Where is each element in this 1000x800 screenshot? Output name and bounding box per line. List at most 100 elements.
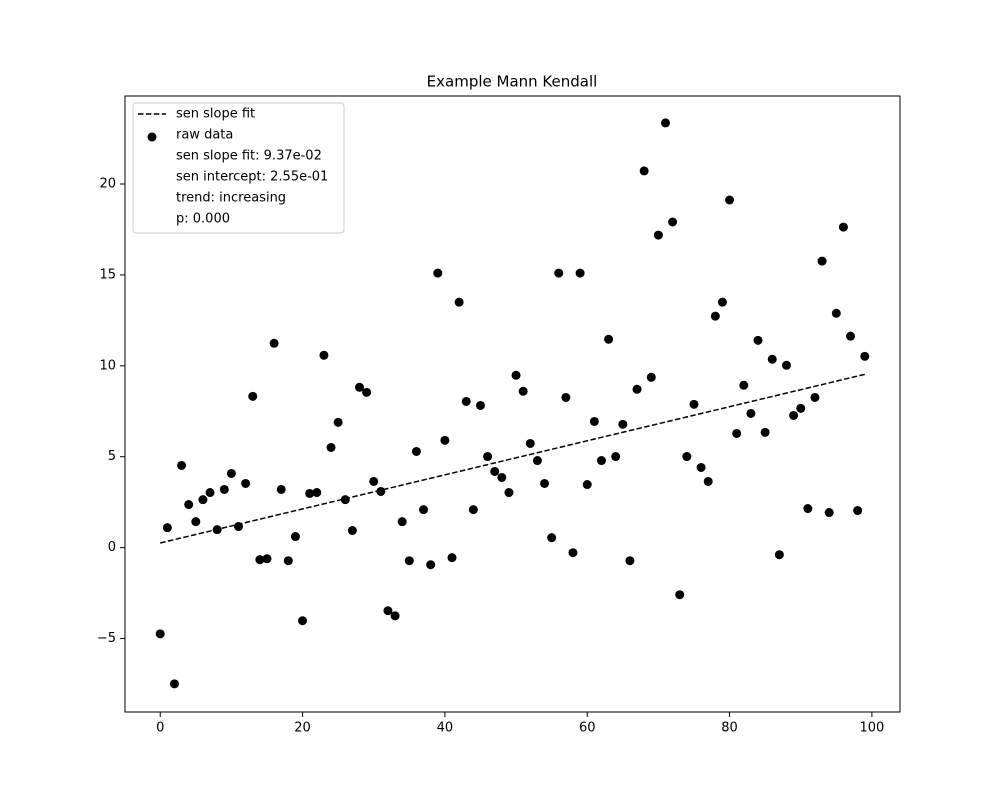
data-point	[767, 354, 777, 364]
data-point	[290, 532, 300, 542]
x-tick-label: 20	[294, 721, 311, 736]
x-tick-label: 80	[721, 721, 738, 736]
data-point	[475, 400, 485, 410]
data-point	[596, 456, 606, 466]
data-point	[248, 391, 258, 401]
x-tick-label: 60	[579, 721, 596, 736]
data-point	[575, 268, 585, 278]
data-point	[639, 166, 649, 176]
data-point	[383, 606, 393, 616]
data-point	[184, 500, 194, 510]
data-point	[838, 222, 848, 232]
data-point	[305, 488, 315, 498]
data-point	[632, 384, 642, 394]
data-point	[177, 460, 187, 470]
data-point	[226, 468, 236, 478]
data-point	[540, 478, 550, 488]
data-point	[468, 505, 478, 515]
data-point	[753, 335, 763, 345]
data-point	[789, 410, 799, 420]
data-point	[155, 629, 165, 639]
data-point	[611, 452, 621, 462]
data-point	[312, 488, 322, 498]
legend-note: trend: increasing	[176, 191, 286, 206]
data-point	[276, 484, 286, 494]
data-point	[561, 392, 571, 402]
data-point	[433, 268, 443, 278]
legend-note: sen intercept: 2.55e-01	[176, 170, 328, 185]
data-point	[618, 419, 628, 429]
data-point	[490, 466, 500, 476]
data-point	[589, 416, 599, 426]
data-point	[319, 350, 329, 360]
data-point	[191, 517, 201, 527]
data-point	[717, 297, 727, 307]
data-point	[661, 118, 671, 128]
data-point	[846, 331, 856, 341]
data-point	[497, 472, 507, 482]
data-point	[675, 590, 685, 600]
data-point	[219, 484, 229, 494]
y-tick-label: 10	[99, 358, 116, 373]
data-point	[689, 399, 699, 409]
legend-note: p: 0.000	[176, 212, 230, 227]
x-tick-label: 0	[156, 721, 164, 736]
data-point	[532, 456, 542, 466]
data-point	[454, 297, 464, 307]
data-point	[831, 308, 841, 318]
data-point	[262, 554, 272, 564]
data-point	[732, 428, 742, 438]
data-point	[682, 452, 692, 462]
data-point	[604, 334, 614, 344]
data-point	[696, 462, 706, 472]
data-point	[547, 533, 557, 543]
data-point	[241, 478, 251, 488]
data-point	[518, 386, 528, 396]
data-point	[347, 526, 357, 536]
data-point	[169, 679, 179, 689]
data-point	[326, 442, 336, 452]
y-tick-label: 5	[108, 449, 116, 464]
data-point	[212, 525, 222, 535]
data-point	[369, 476, 379, 486]
data-point	[376, 486, 386, 496]
data-point	[646, 372, 656, 382]
data-point	[781, 360, 791, 370]
y-tick-label: 15	[99, 267, 116, 282]
plot-frame	[124, 95, 901, 713]
y-tick-label: −5	[97, 631, 116, 646]
data-point	[504, 488, 514, 498]
data-point	[269, 338, 279, 348]
trend-line	[160, 373, 865, 544]
data-point	[283, 556, 293, 566]
legend-label: sen slope fit	[176, 107, 255, 122]
data-point	[362, 387, 372, 397]
y-tick-label: 20	[99, 177, 116, 192]
data-point	[340, 495, 350, 505]
data-point	[461, 396, 471, 406]
data-point	[760, 427, 770, 437]
legend-box	[132, 102, 345, 234]
data-point	[860, 351, 870, 361]
x-tick-label: 40	[437, 721, 454, 736]
data-point	[511, 370, 521, 380]
data-point	[568, 548, 578, 558]
data-point	[817, 256, 827, 266]
data-point	[653, 230, 663, 240]
data-point	[554, 268, 564, 278]
data-point	[411, 446, 421, 456]
data-point	[162, 523, 172, 533]
data-point	[703, 476, 713, 486]
legend-handle	[147, 132, 157, 142]
data-point	[796, 403, 806, 413]
data-point	[205, 488, 215, 498]
data-point	[419, 505, 429, 515]
data-point	[440, 435, 450, 445]
data-point	[725, 195, 735, 205]
data-point	[810, 392, 820, 402]
x-tick-label: 100	[859, 721, 884, 736]
data-point	[824, 508, 834, 518]
data-point	[525, 438, 535, 448]
